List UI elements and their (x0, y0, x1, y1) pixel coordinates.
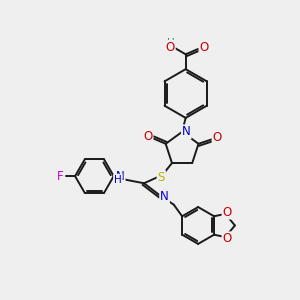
Text: O: O (143, 130, 152, 142)
Text: O: O (200, 41, 209, 54)
Text: N: N (182, 125, 190, 138)
Text: O: O (223, 232, 232, 245)
Text: H: H (167, 38, 175, 48)
Text: S: S (158, 171, 165, 184)
Text: F: F (57, 169, 64, 183)
Text: N: N (160, 190, 169, 203)
Text: N: N (116, 169, 124, 183)
Text: O: O (213, 131, 222, 144)
Text: O: O (165, 41, 175, 54)
Text: O: O (223, 206, 232, 219)
Text: H: H (114, 175, 122, 185)
